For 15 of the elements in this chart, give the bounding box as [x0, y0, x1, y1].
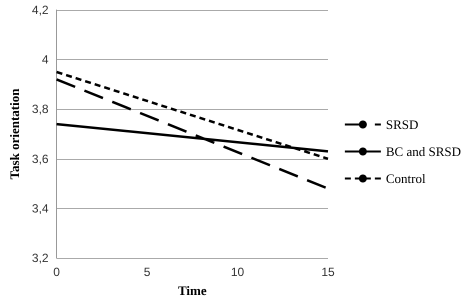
- x-tick-label: 0: [53, 265, 60, 279]
- y-tick-label: 3,6: [32, 152, 49, 166]
- x-tick-label: 15: [321, 265, 335, 279]
- y-tick-label: 3,2: [32, 251, 49, 265]
- x-axis-title: Time: [178, 283, 207, 298]
- y-axis-title: Task orientation: [7, 88, 22, 180]
- x-tick-label: 10: [230, 265, 245, 279]
- y-tick-label: 3,4: [32, 201, 49, 216]
- y-tick-label: 4: [42, 52, 49, 67]
- legend-label: SRSD: [386, 117, 418, 132]
- y-tick-label: 4,2: [32, 3, 49, 17]
- y-tick-label: 3,8: [32, 102, 49, 116]
- legend-label: BC and SRSD: [386, 144, 462, 159]
- legend-label: Control: [386, 171, 426, 186]
- x-tick-label: 5: [144, 265, 151, 279]
